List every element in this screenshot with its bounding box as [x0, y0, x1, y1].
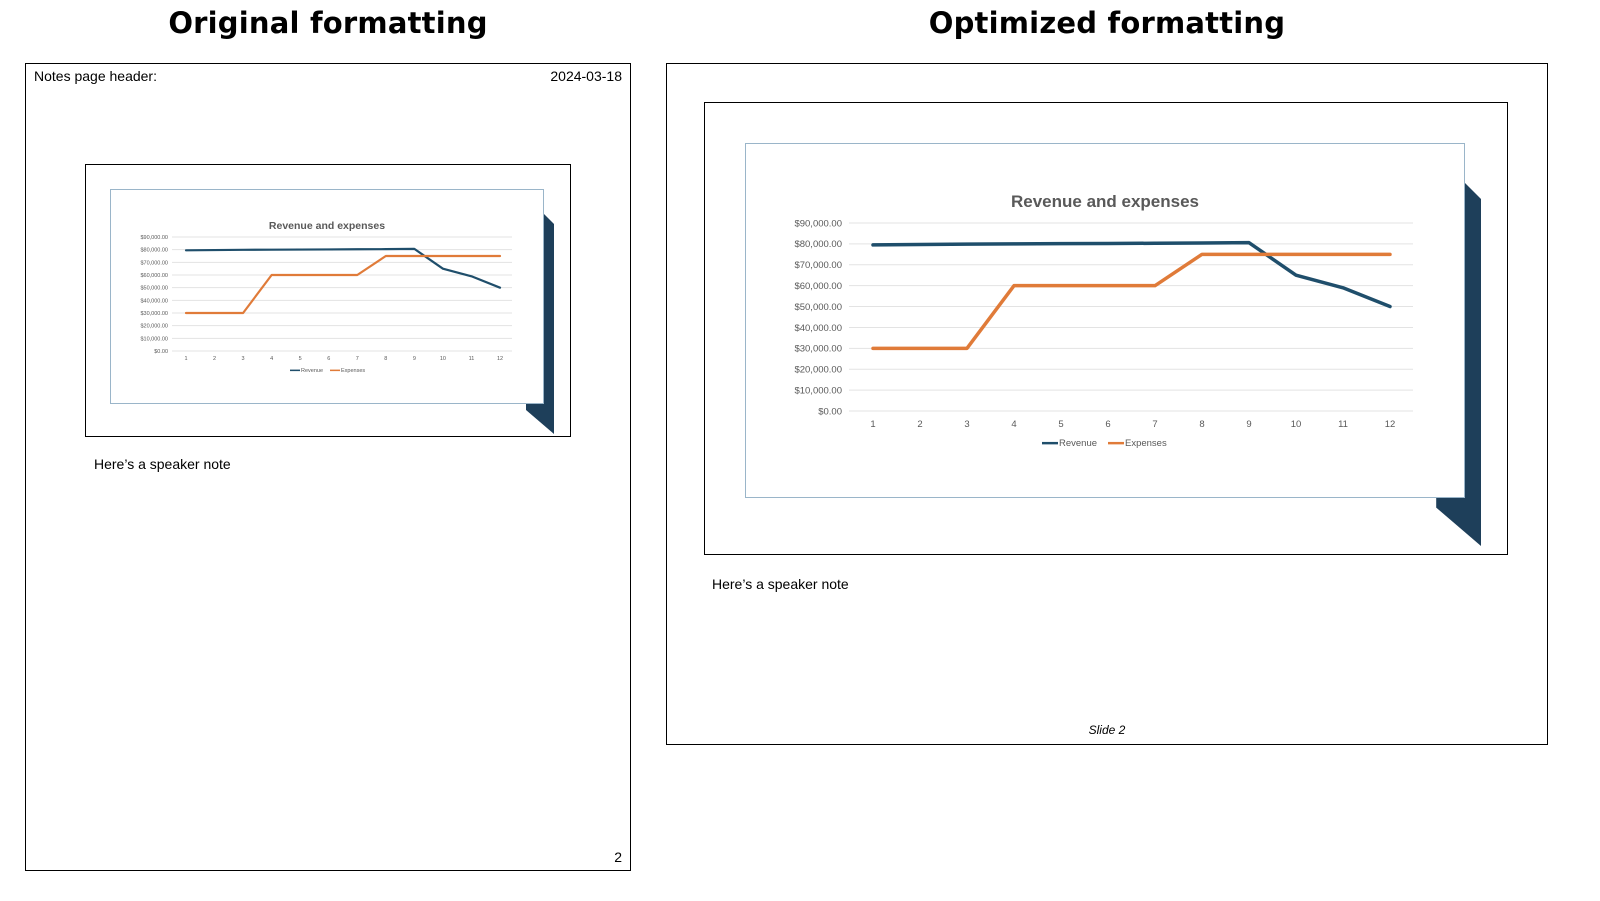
heading-optimized-formatting: Optimized formatting: [928, 6, 1286, 40]
legend-label-expenses: Expenses: [341, 368, 365, 374]
chart-optimized: Revenue and expenses $0.00 $10,000.00 $20,0…: [745, 143, 1483, 549]
y-tick-label: $10,000.00: [140, 336, 168, 342]
chart-svg: Revenue and expenses $0.00 $10,000.00 $20,0…: [110, 189, 554, 434]
x-tick-label: 11: [469, 356, 475, 362]
x-tick-label: 7: [1152, 419, 1157, 430]
y-tick-label: $50,000.00: [140, 286, 168, 292]
slide-thumbnail-original: Revenue and expenses $0.00 $10,000.00 $20,0…: [85, 164, 571, 437]
notes-page-header: Notes page header:: [34, 68, 157, 84]
x-tick-label: 5: [1058, 419, 1063, 430]
series-line-revenue: [871, 240, 1392, 309]
x-tick-label: 6: [327, 356, 330, 362]
y-tick-label: $60,000.00: [140, 273, 168, 279]
x-tick-label: 4: [270, 356, 273, 362]
x-tick-label: 3: [964, 419, 969, 430]
original-notes-page: Notes page header: 2024-03-18 Revenue an…: [25, 63, 631, 871]
chart-area: [110, 189, 544, 404]
x-tick-label: 1: [870, 419, 875, 430]
speaker-note-optimized: Here’s a speaker note: [712, 576, 849, 592]
x-tick-label: 2: [213, 356, 216, 362]
y-tick-label: $0.00: [818, 406, 842, 417]
slide-label: Slide 2: [1088, 723, 1126, 737]
x-tick-label: 4: [1011, 419, 1016, 430]
y-tick-label: $90,000.00: [140, 235, 168, 241]
y-tick-label: $20,000.00: [794, 365, 842, 376]
optimized-notes-page: Revenue and expenses $0.00 $10,000.00 $20,0…: [666, 63, 1548, 745]
chart-original: Revenue and expenses $0.00 $10,000.00 $20,0…: [110, 189, 556, 434]
chart-title: Revenue and expenses: [1011, 192, 1199, 211]
x-tick-label: 9: [1246, 419, 1251, 430]
legend-label-revenue: Revenue: [1059, 438, 1097, 449]
slide-shadow: [1436, 183, 1481, 546]
x-tick-label: 6: [1105, 419, 1110, 430]
slide-shadow: [526, 214, 554, 434]
x-tick-label: 2: [917, 419, 922, 430]
y-tick-label: $20,000.00: [140, 324, 168, 330]
series-line-expenses: [871, 252, 1392, 351]
y-tick-label: $0.00: [154, 349, 168, 355]
x-tick-label: 12: [1385, 419, 1396, 430]
slide-thumbnail-optimized: Revenue and expenses $0.00 $10,000.00 $20,0…: [704, 102, 1508, 555]
y-tick-label: $50,000.00: [794, 302, 842, 313]
x-tick-label: 8: [1199, 419, 1204, 430]
x-tick-label: 5: [299, 356, 302, 362]
y-tick-label: $60,000.00: [794, 281, 842, 292]
y-tick-label: $30,000.00: [794, 344, 842, 355]
y-tick-label: $40,000.00: [794, 323, 842, 334]
series-line-revenue: [184, 247, 502, 289]
heading-original-formatting: Original formatting: [168, 6, 488, 40]
x-tick-label: 11: [1338, 419, 1348, 430]
x-tick-label: 7: [356, 356, 359, 362]
x-tick-label: 1: [184, 356, 187, 362]
x-tick-label: 9: [413, 356, 416, 362]
x-tick-label: 10: [1291, 419, 1302, 430]
series-line-expenses: [184, 254, 502, 315]
legend-label-revenue: Revenue: [301, 368, 323, 374]
chart-svg: Revenue and expenses $0.00 $10,000.00 $20,0…: [745, 143, 1481, 546]
y-tick-label: $30,000.00: [140, 311, 168, 317]
x-tick-label: 8: [384, 356, 387, 362]
x-tick-label: 3: [242, 356, 245, 362]
page-number: 2: [614, 849, 622, 865]
y-tick-label: $70,000.00: [140, 260, 168, 266]
y-tick-label: $80,000.00: [794, 239, 842, 250]
legend-label-expenses: Expenses: [1125, 438, 1167, 449]
notes-page-date: 2024-03-18: [550, 68, 622, 84]
y-tick-label: $90,000.00: [794, 218, 842, 229]
chart-title: Revenue and expenses: [269, 220, 385, 232]
y-tick-label: $70,000.00: [794, 260, 842, 271]
x-tick-label: 10: [440, 356, 446, 362]
y-tick-label: $40,000.00: [140, 298, 168, 304]
y-tick-label: $10,000.00: [794, 385, 842, 396]
chart-area: [745, 143, 1465, 498]
speaker-note-original: Here’s a speaker note: [94, 456, 231, 472]
x-tick-label: 12: [497, 356, 503, 362]
y-tick-label: $80,000.00: [140, 248, 168, 254]
